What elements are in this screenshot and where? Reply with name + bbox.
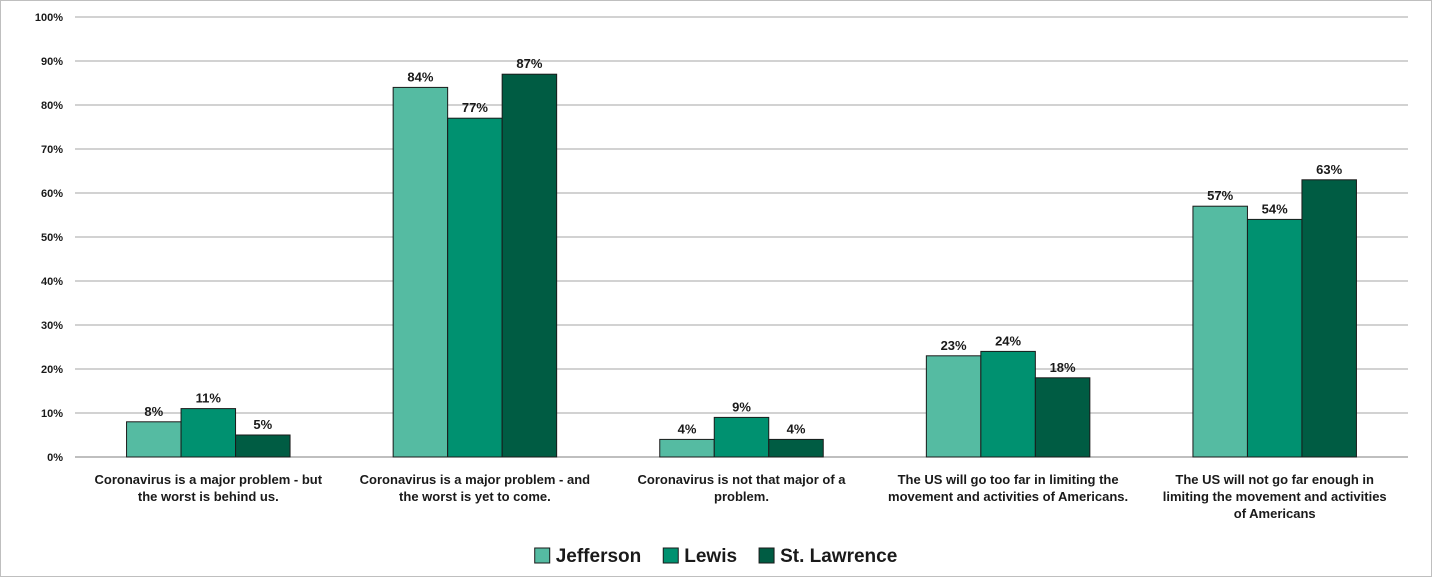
gridlines	[75, 16, 1408, 458]
bar-lewis	[180, 408, 237, 458]
legend-label: Jefferson	[556, 546, 642, 567]
data-label: 84%	[407, 69, 433, 84]
data-label: 54%	[1262, 201, 1288, 216]
y-tick-label: 70%	[41, 144, 63, 156]
bar-st-lawrence	[768, 438, 824, 458]
category-label: Coronavirus is not that major of a	[637, 472, 846, 487]
legend-swatch	[662, 547, 679, 564]
bar-lewis	[713, 416, 770, 458]
bar-st-lawrence	[235, 434, 291, 458]
data-label: 87%	[516, 56, 542, 71]
data-label: 24%	[995, 333, 1021, 348]
bar-jefferson	[659, 438, 715, 458]
legend-swatch	[534, 547, 551, 564]
category-label: The US will not go far enough in	[1175, 472, 1374, 487]
category-label: The US will go too far in limiting the	[898, 472, 1119, 487]
legend-label: St. Lawrence	[780, 546, 897, 567]
y-tick-label: 60%	[41, 188, 63, 200]
y-tick-label: 0%	[47, 452, 63, 464]
category-labels: Coronavirus is a major problem - but the …	[95, 472, 1387, 521]
legend-label: Lewis	[684, 546, 737, 567]
bar-st-lawrence	[1034, 377, 1091, 458]
y-tick-label: 20%	[41, 364, 63, 376]
data-label: 9%	[732, 399, 751, 414]
y-tick-label: 100%	[35, 12, 63, 24]
data-label: 57%	[1207, 188, 1233, 203]
category-label: limiting the movement and activities	[1163, 489, 1387, 504]
data-label: 63%	[1316, 162, 1342, 177]
category-label: Coronavirus is a major problem - but	[95, 472, 323, 487]
y-tick-label: 40%	[41, 276, 63, 288]
legend: Jefferson Lewis St. Lawrence	[534, 546, 897, 567]
bar-jefferson	[126, 421, 182, 458]
y-tick-label: 80%	[41, 100, 63, 112]
bar-jefferson	[925, 355, 982, 458]
y-tick-label: 50%	[41, 232, 63, 244]
category-label: the worst is behind us.	[138, 489, 279, 504]
data-label: 18%	[1050, 360, 1076, 375]
data-label: 77%	[462, 100, 488, 115]
data-label: 11%	[196, 391, 222, 406]
bar-jefferson	[392, 86, 449, 458]
data-label: 23%	[941, 338, 967, 353]
bar-lewis	[447, 117, 503, 458]
y-tick-label: 90%	[41, 56, 63, 68]
bar-st-lawrence	[501, 73, 558, 458]
category-label: the worst is yet to come.	[399, 489, 551, 504]
bar-lewis	[1246, 218, 1303, 458]
data-label: 4%	[787, 421, 806, 436]
category-label: problem.	[714, 489, 769, 504]
data-label: 4%	[678, 421, 697, 436]
y-tick-label: 30%	[41, 320, 63, 332]
bar-st-lawrence	[1301, 179, 1357, 458]
y-tick-label: 10%	[41, 408, 63, 420]
y-axis-ticks: 0% 10% 20% 30% 40% 50% 60% 70% 80% 90% 100%	[35, 12, 63, 464]
category-label: movement and activities of Americans.	[888, 489, 1128, 504]
bar-jefferson	[1192, 205, 1248, 458]
category-label: of Americans	[1234, 506, 1316, 521]
legend-swatch	[758, 547, 775, 564]
data-label: 8%	[144, 404, 163, 419]
bar-lewis	[980, 350, 1036, 458]
bars	[126, 73, 1357, 458]
category-label: Coronavirus is a major problem - and	[360, 472, 590, 487]
data-label: 5%	[253, 417, 272, 432]
data-labels: 8% 11% 5% 84% 77% 87% 4% 9% 4% 23% 24% 18% 57% 54% 63%	[144, 56, 1342, 436]
